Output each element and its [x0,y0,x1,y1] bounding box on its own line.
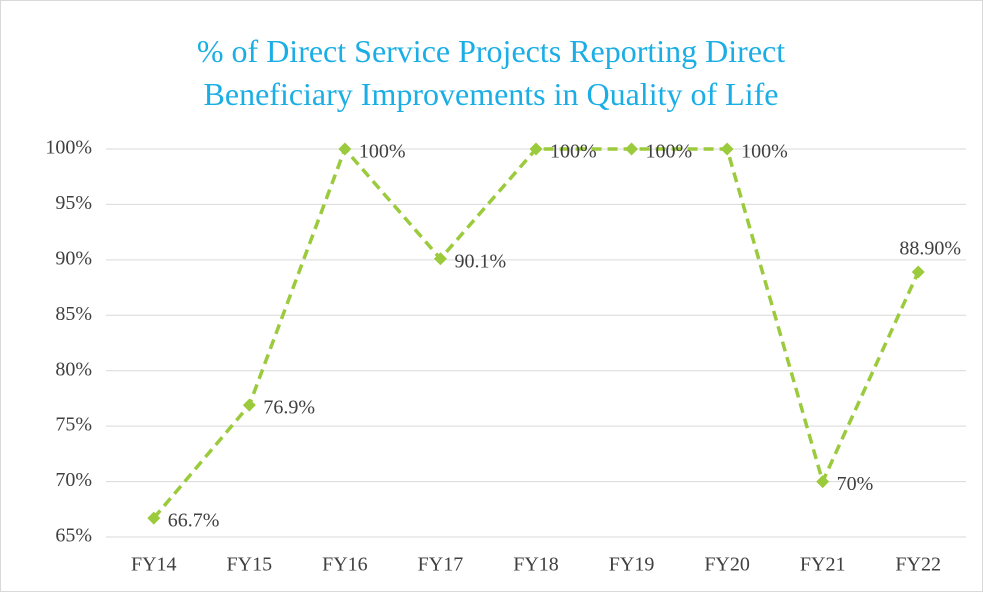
data-point [625,142,639,156]
data-point [147,511,161,525]
chart-title: % of Direct Service Projects Reporting D… [196,33,786,112]
data-label: 100% [359,141,406,163]
x-tick-label: FY19 [609,554,655,576]
y-tick-label: 85% [55,303,92,325]
x-tick-label: FY22 [895,554,941,576]
x-tick-label: FY14 [131,554,177,576]
data-point [911,265,925,279]
data-label: 88.90% [899,238,961,260]
y-tick-label: 95% [55,192,92,214]
y-tick-label: 75% [55,414,92,436]
x-tick-label: FY20 [704,554,750,576]
data-point [720,142,734,156]
data-label: 76.9% [263,397,315,419]
y-tick-label: 90% [55,247,92,269]
y-tick-label: 100% [45,137,92,159]
data-point [242,398,256,412]
data-label: 100% [550,141,597,163]
x-tick-label: FY18 [513,554,559,576]
x-tick-label: FY21 [800,554,846,576]
data-point [816,475,830,489]
data-point [433,252,447,266]
data-label: 66.7% [168,510,220,532]
x-tick-label: FY17 [418,554,464,576]
data-label: 100% [741,141,788,163]
y-tick-label: 80% [55,358,92,380]
data-point [338,142,352,156]
y-tick-label: 65% [55,525,92,547]
data-label: 70% [837,473,874,495]
x-tick-label: FY15 [227,554,273,576]
y-tick-label: 70% [55,469,92,491]
x-tick-label: FY16 [322,554,368,576]
data-point [529,142,543,156]
data-label: 90.1% [454,250,506,272]
data-label: 100% [646,141,693,163]
